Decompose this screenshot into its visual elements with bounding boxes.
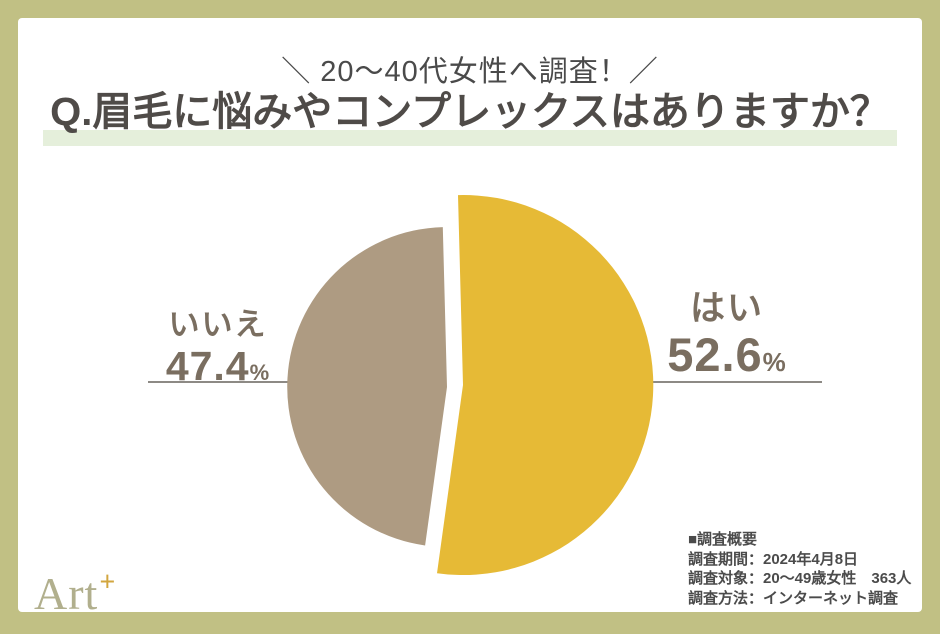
title-highlight-bar <box>43 130 897 146</box>
pie-slice-no <box>287 227 447 546</box>
slice-value-no: 47.4% <box>108 343 328 396</box>
brand-logo-text: Art <box>34 568 99 619</box>
slice-label-no: いいえ <box>168 307 268 342</box>
survey-overview: ■調査概要 調査期間：2024年4月8日 調査対象：20〜49歳女性 363人 … <box>688 530 913 608</box>
infographic-card: ＼ 20〜40代女性へ調査！／ Q.眉毛に悩みやコンプレックスはありますか？ は… <box>18 18 922 618</box>
brand-logo: Art+ <box>34 559 116 618</box>
pie-chart <box>148 195 822 576</box>
slice-value-yes: 52.6% <box>617 329 837 388</box>
slice-value-number-yes: 52.6 <box>667 328 763 381</box>
survey-target-line: 調査対象：20〜49歳女性 363人 <box>688 570 912 587</box>
survey-method-line: 調査方法：インターネット調査 <box>688 589 899 607</box>
page-title: Q.眉毛に悩みやコンプレックスはありますか？ <box>50 90 890 134</box>
survey-period-line: 調査期間：2024年4月8日 <box>688 550 859 568</box>
survey-overview-heading: ■調査概要 <box>688 531 758 548</box>
callout-no: いいえ 47.4% <box>108 307 328 396</box>
percent-unit-no: % <box>249 360 271 385</box>
tagline: ＼ 20〜40代女性へ調査！／ <box>281 56 659 88</box>
slice-value-number-no: 47.4 <box>165 343 250 389</box>
title-block: Q.眉毛に悩みやコンプレックスはありますか？ <box>18 88 922 150</box>
percent-unit-yes: % <box>762 347 787 377</box>
pie-slice-yes <box>437 195 654 576</box>
slice-label-yes: はい <box>689 289 764 328</box>
plus-icon: + <box>99 567 117 598</box>
callout-yes: はい 52.6% <box>617 289 837 388</box>
